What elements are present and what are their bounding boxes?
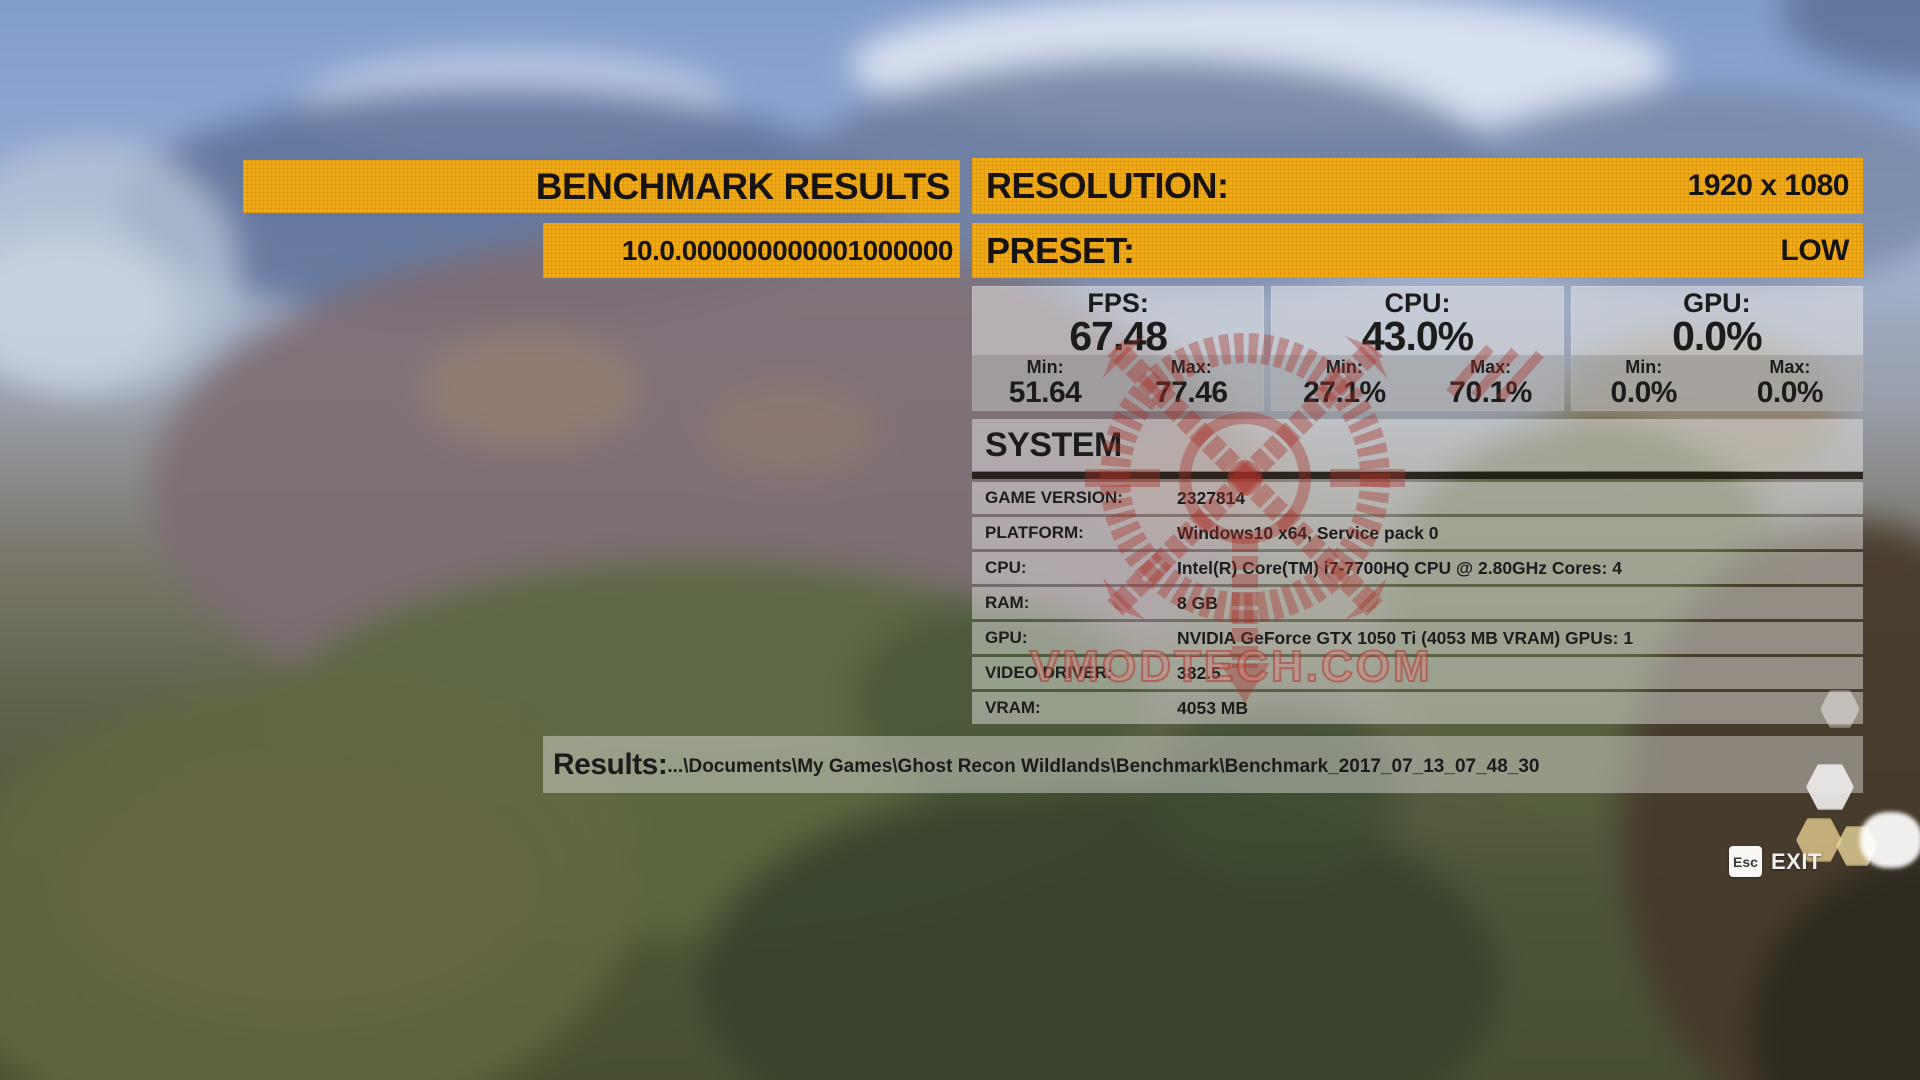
gpu-min-label: Min: [1625,357,1663,377]
table-row: CPU: Intel(R) Core(TM) i7-7700HQ CPU @ 2… [972,552,1863,584]
benchmark-score-banner: 10.0.000000000001000000 [543,223,960,278]
row-value: NVIDIA GeForce GTX 1050 Ti (4053 MB VRAM… [1177,627,1634,648]
bokeh-highlight [1806,764,1854,810]
table-row: GAME VERSION: 2327814 [972,482,1863,514]
exit-button[interactable]: EXIT [1771,848,1822,874]
gpu-value: 0.0% [1672,313,1762,359]
resolution-value: 1920 x 1080 [1687,169,1850,202]
table-row: PLATFORM: Windows10 x64, Service pack 0 [972,517,1863,549]
row-value: 2327814 [1177,487,1246,508]
row-label: GAME VERSION: [985,488,1123,507]
system-section-title: SYSTEM [972,419,1863,471]
exit-control: Esc EXIT [1729,846,1822,877]
results-path: ...\Documents\My Games\Ghost Recon Wildl… [667,755,1540,777]
cpu-value: 43.0% [1361,313,1474,359]
fps-label: FPS: [1087,288,1149,318]
bokeh-highlight [1860,812,1920,868]
row-label: PLATFORM: [985,523,1084,542]
table-row: RAM: 8 GB [972,587,1863,619]
fps-value: 67.48 [1069,313,1168,359]
cpu-panel: CPU: 43.0% Min: 27.1% Max: 70.1% [1271,286,1564,411]
preset-value: LOW [1780,233,1850,267]
gpu-label: GPU: [1683,288,1751,318]
system-divider [972,472,1863,479]
stats-row: FPS: 67.48 Min: 51.64 Max: 77.46 CPU: [972,286,1863,411]
results-path-bar: Results: ...\Documents\My Games\Ghost Re… [543,736,1863,793]
cpu-label: CPU: [1384,288,1451,318]
gpu-max-value: 0.0% [1756,376,1824,409]
gpu-panel: GPU: 0.0% Min: 0.0% Max: 0.0% [1570,286,1863,411]
preset-label: PRESET: [986,229,1135,271]
cpu-max-label: Max: [1470,357,1512,377]
preset-banner: PRESET: LOW [972,223,1863,278]
resolution-banner: RESOLUTION: 1920 x 1080 [972,158,1863,214]
results-label: Results: [553,747,668,781]
row-value: Windows10 x64, Service pack 0 [1177,522,1439,543]
cpu-max-value: 70.1% [1449,376,1532,409]
gpu-min-value: 0.0% [1610,376,1678,409]
fps-min-label: Min: [1026,357,1064,377]
row-label: RAM: [985,593,1030,612]
row-label: VRAM: [985,698,1041,717]
system-info-table: GAME VERSION: 2327814 PLATFORM: Windows1… [972,482,1863,727]
row-value: 4053 MB [1177,697,1249,718]
benchmark-results-banner: BENCHMARK RESULTS [243,160,960,213]
cpu-min-value: 27.1% [1303,376,1386,409]
row-label: GPU: [985,628,1028,647]
row-value: 382.5 [1177,662,1221,683]
table-row: VIDEO DRIVER: 382.5 [972,657,1863,689]
row-label: VIDEO DRIVER: [985,663,1113,682]
fps-max-value: 77.46 [1154,376,1228,409]
table-row: VRAM: 4053 MB [972,692,1863,724]
resolution-label: RESOLUTION: [986,165,1229,206]
row-value: Intel(R) Core(TM) i7-7700HQ CPU @ 2.80GH… [1177,557,1622,578]
row-value: 8 GB [1177,592,1218,613]
table-row: GPU: NVIDIA GeForce GTX 1050 Ti (4053 MB… [972,622,1863,654]
row-label: CPU: [985,558,1027,577]
fps-max-label: Max: [1170,357,1212,377]
cpu-min-label: Min: [1325,357,1363,377]
esc-key-button[interactable]: Esc [1729,846,1762,877]
fps-min-value: 51.64 [1008,376,1082,409]
fps-panel: FPS: 67.48 Min: 51.64 Max: 77.46 [972,286,1265,411]
gpu-max-label: Max: [1769,357,1811,377]
